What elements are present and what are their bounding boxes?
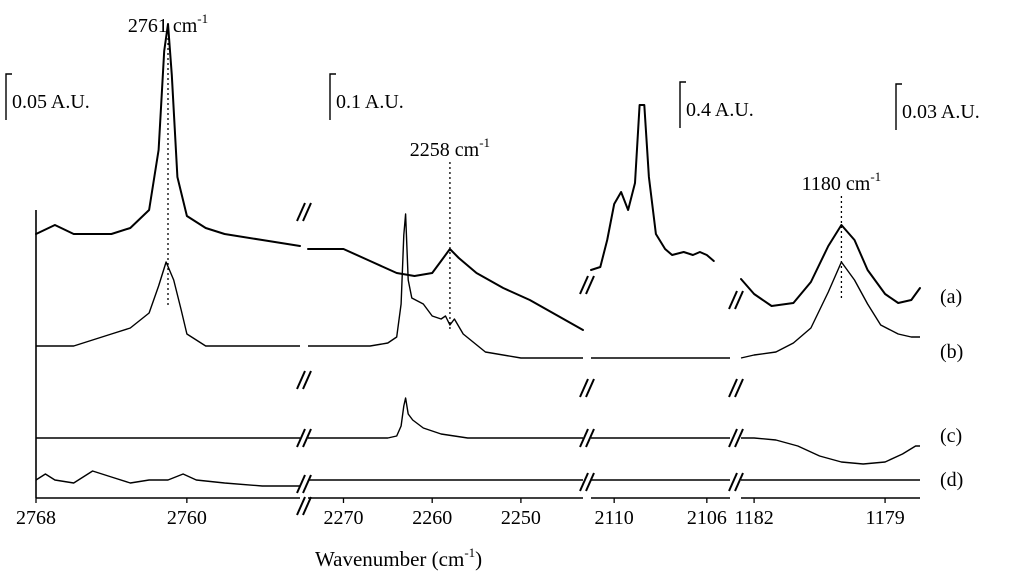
spectra-curves [35,23,921,487]
axis-breaks [296,202,744,516]
axis-break-1-4-1 [296,474,306,494]
tick-label-2-3: 2250 [501,507,541,529]
axis-break-2-1-1 [579,275,589,295]
axis-break-2-3-2 [585,428,595,448]
scale-bar-label-4: 0.03 A.U. [902,101,980,123]
trace-label-4: (d) [940,469,963,491]
axis-break-2-1-2 [585,275,595,295]
x-axis [35,210,920,499]
axis-break-3-4-2 [734,472,744,492]
scale-bar-label-3: 0.4 A.U. [686,99,754,121]
series-2-panel-4-line [740,261,920,359]
axis-break-1-3-1 [296,428,306,448]
tick-label-3-2: 2106 [687,507,727,529]
axis-break-2-3-1 [579,428,589,448]
axis-break-2-2-2 [585,378,595,398]
axis-break-1-3-2 [302,428,312,448]
series-4-panel-1-line [35,470,300,487]
scale-bar-label-1: 0.05 A.U. [12,91,90,113]
axis-break-1-5-1 [296,496,306,516]
axis-break-3-3-1 [728,428,738,448]
scale-bars: 0.05 A.U. 0.1 A.U. 0.4 A.U. 0.03 A.U. [5,73,980,130]
scale-bar-bracket-4 [895,83,902,130]
x-axis-label-sup: -1 [464,545,475,560]
axis-break-2-2-1 [579,378,589,398]
tick-label-2-1: 2270 [323,507,363,529]
series-2-panel-1-line [36,261,300,347]
peak-annotation-1: 2761 cm-1 [128,11,208,37]
axis-break-3-3-2 [734,428,744,448]
x-ticks: 2768 2760 2270 2260 2250 2110 2106 1182 1179 [16,498,905,529]
series-1-panel-1-line [35,23,301,247]
x-axis-label: Wavenumber (cm-1) [315,545,482,571]
x-axis-label-main: Wavenumber (cm [315,547,464,571]
axis-break-3-2-1 [728,378,738,398]
series-1-panel-2-line [307,248,584,331]
scale-bar-bracket-2 [329,73,336,120]
scale-bar-label-2: 0.1 A.U. [336,91,404,113]
tick-label-2-2: 2260 [412,507,452,529]
tick-label-3-1: 2110 [595,507,634,529]
axis-break-1-5-2 [302,496,312,516]
axis-break-2-4-2 [585,472,595,492]
tick-label-1-2: 2760 [167,507,207,529]
tick-label-1-1: 2768 [16,507,56,529]
series-3-panel-2-line [308,397,583,439]
series-3-panel-4-line [741,437,920,465]
peak-guides: 2761 cm-1 2258 cm-1 1180 cm-1 [128,11,881,330]
tick-label-4-2: 1179 [865,507,904,529]
axis-break-1-1-1 [296,202,306,222]
axis-break-3-1-2 [734,290,744,310]
tick-label-4-1: 1182 [734,507,773,529]
series-1-panel-3-line [590,104,715,271]
axis-break-3-2-2 [734,378,744,398]
peak-annotation-2: 2258 cm-1 [410,135,490,161]
axis-break-3-1-1 [728,290,738,310]
scale-bar-bracket-1 [5,73,12,120]
series-2-panel-2-line [308,213,583,359]
x-axis-label-tail: ) [475,547,482,571]
axis-break-3-4-1 [728,472,738,492]
peak-annotation-4: 1180 cm-1 [802,169,882,195]
trace-label-2: (b) [940,341,963,363]
trace-label-3: (c) [940,425,962,447]
series-1-panel-4-line [740,224,921,307]
trace-label-1: (a) [940,286,962,308]
axis-break-1-4-2 [302,474,312,494]
axis-break-1-1-2 [302,202,312,222]
axis-break-1-2-1 [296,370,306,390]
axis-break-1-2-2 [302,370,312,390]
axis-break-2-4-1 [579,472,589,492]
trace-labels: (a) (b) (c) (d) [940,286,963,491]
scale-bar-bracket-3 [679,81,686,128]
